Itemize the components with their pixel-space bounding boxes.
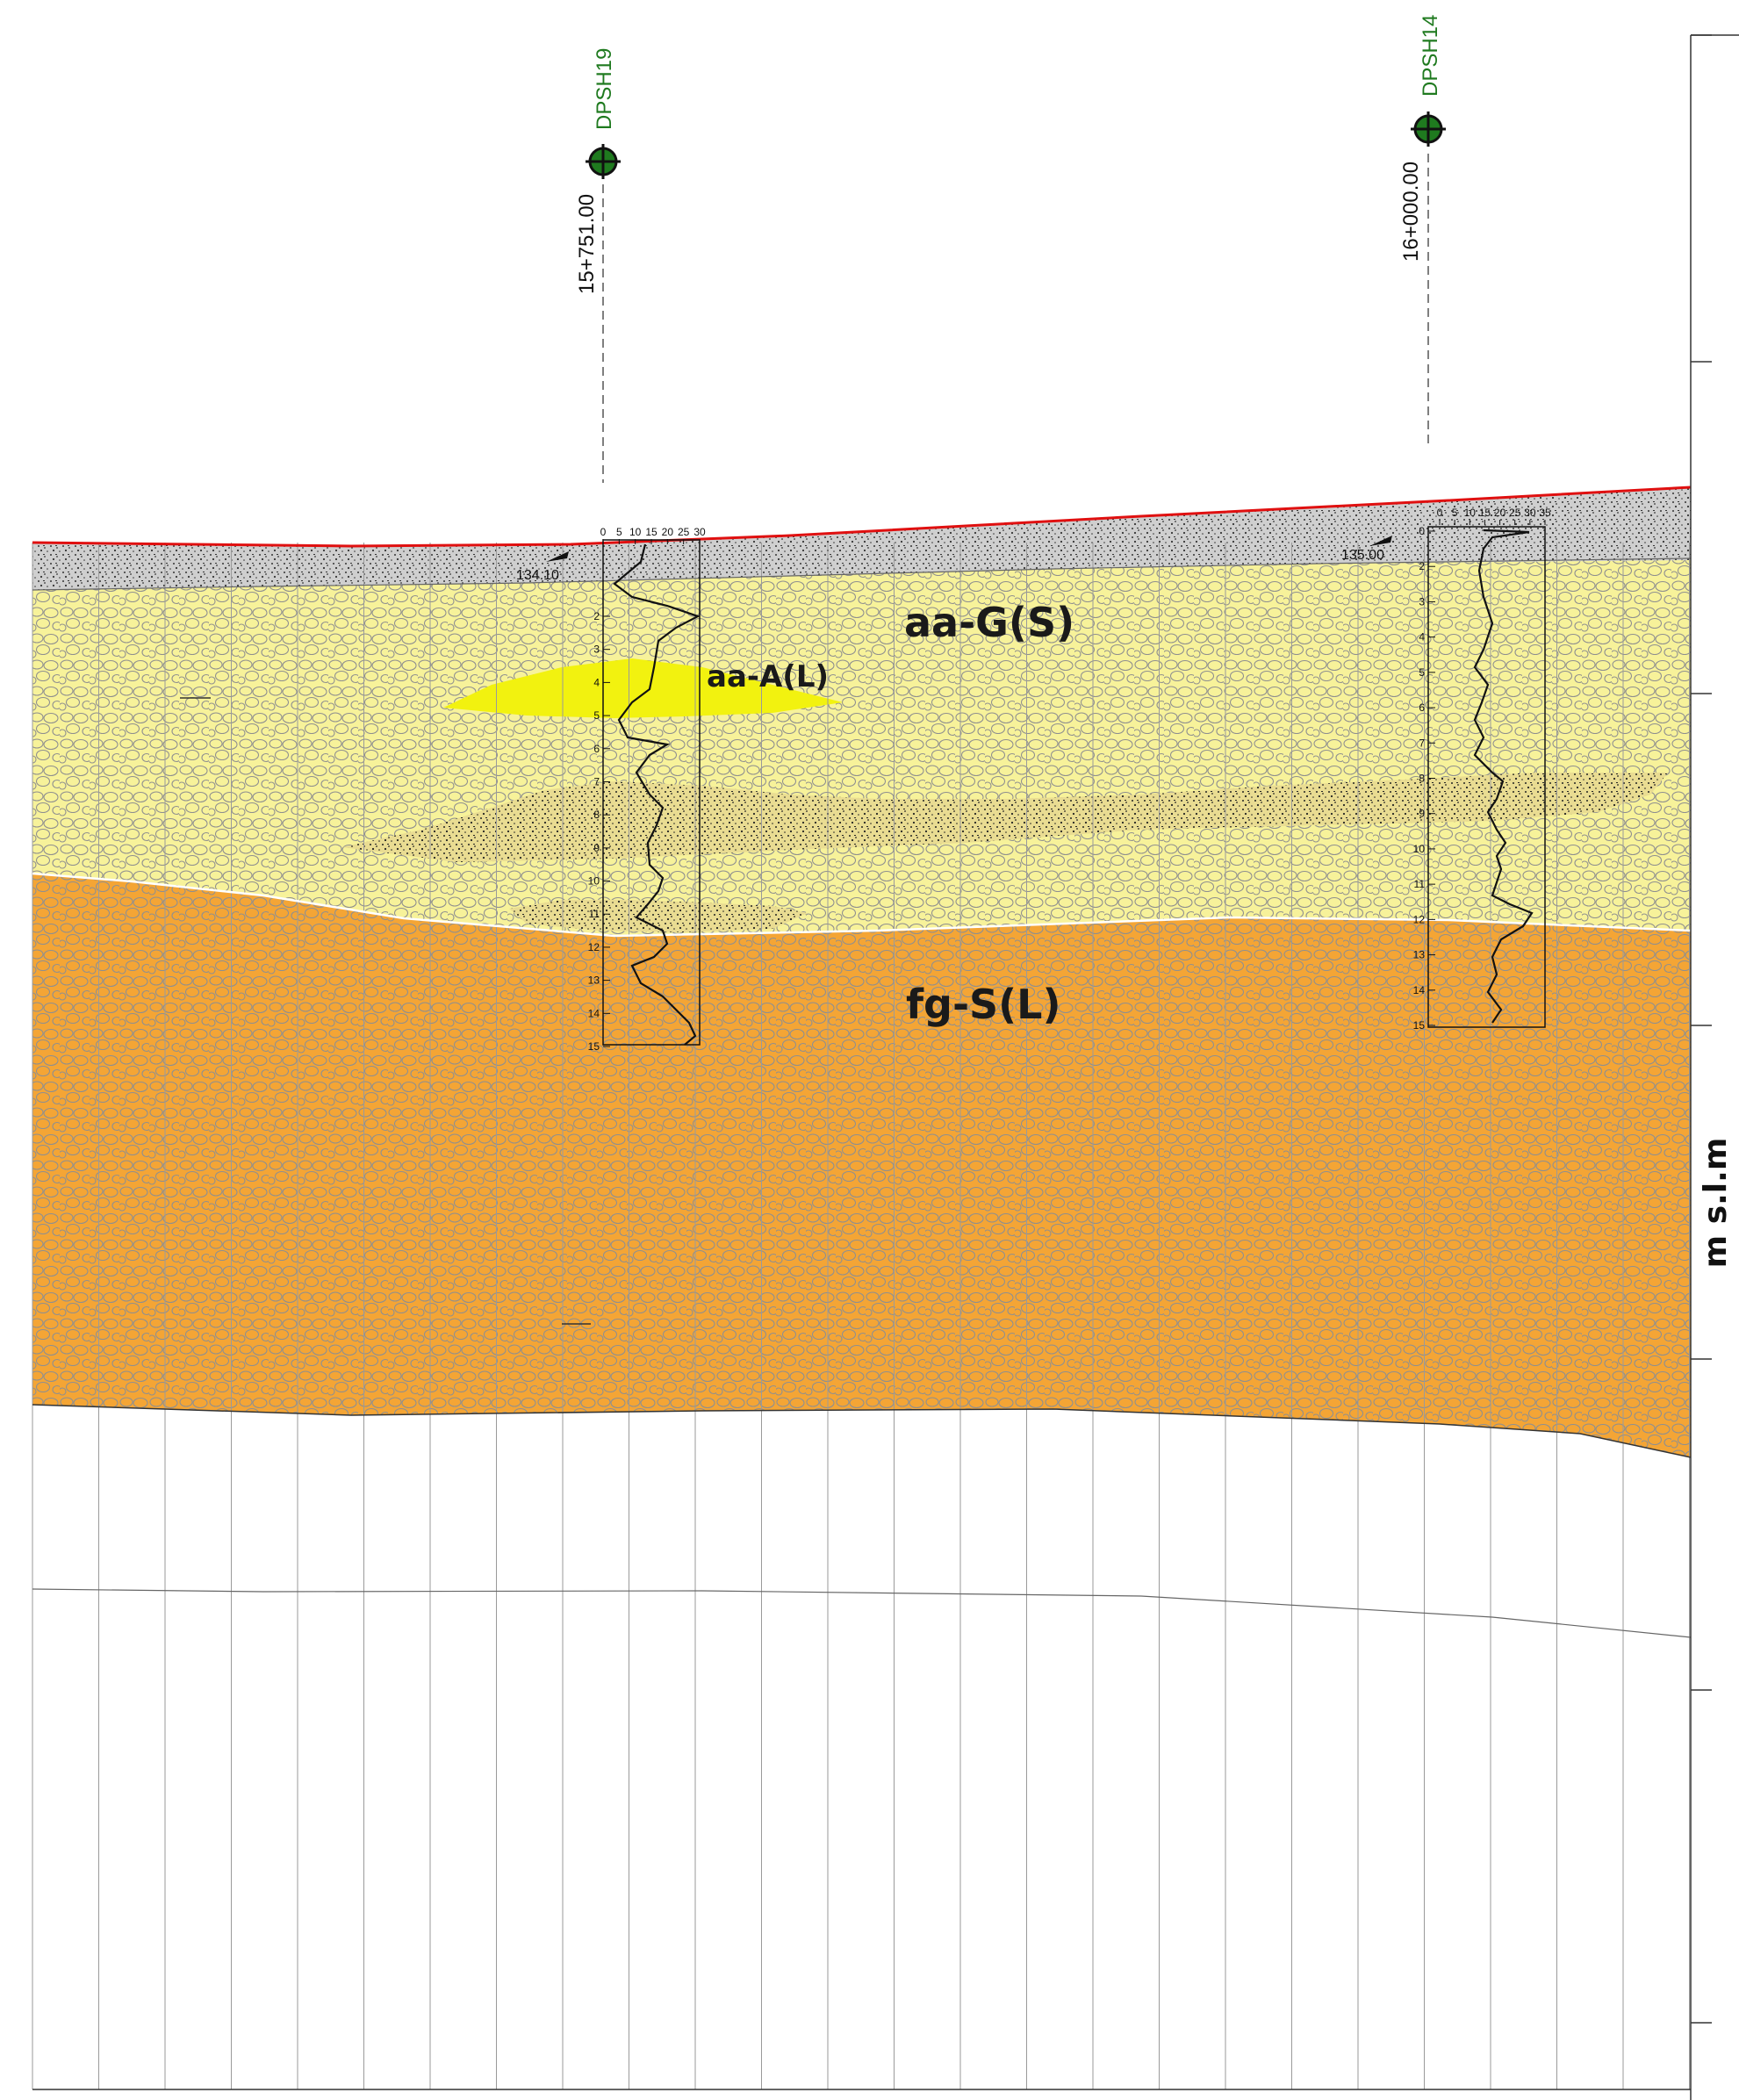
borehole-name: DPSH14 — [1419, 15, 1442, 97]
scale-tick-label: 5 — [1452, 507, 1458, 519]
depth-tick-label: 5 — [593, 709, 600, 722]
depth-tick-label: 9 — [1419, 808, 1425, 820]
scale-tick-label: 35 — [1539, 507, 1551, 519]
depth-tick-label: 6 — [1419, 701, 1425, 714]
layer-label-aa-g-s: aa-G(S) — [904, 599, 1074, 646]
depth-tick-label: 12 — [1413, 913, 1426, 925]
scale-tick-label: 20 — [662, 526, 674, 538]
depth-tick-label: 13 — [1413, 949, 1426, 961]
scale-tick-label: 30 — [693, 526, 706, 538]
borehole-name: DPSH19 — [593, 48, 616, 130]
depth-tick-label: 0 — [1419, 525, 1425, 537]
elevation-axis-title: m s.l.m — [1698, 1138, 1734, 1269]
scale-tick-label: 10 — [629, 526, 642, 538]
scale-tick-label: 25 — [678, 526, 690, 538]
scale-tick-label: 10 — [1464, 507, 1477, 519]
scale-tick-label: 5 — [616, 526, 622, 538]
depth-tick-label: 7 — [1419, 737, 1425, 749]
depth-tick-label: 4 — [593, 676, 600, 688]
depth-tick-label: 2 — [1419, 560, 1425, 572]
scale-tick-label: 15 — [1479, 507, 1491, 519]
scale-tick-label: 30 — [1524, 507, 1536, 519]
borehole-chainage: 16+000.00 — [1399, 162, 1423, 262]
depth-tick-label: 8 — [593, 809, 600, 821]
depth-tick-label: 15 — [1413, 1019, 1426, 1032]
depth-tick-label: 6 — [593, 743, 600, 755]
depth-tick-label: 5 — [1419, 666, 1425, 679]
depth-tick-label: 12 — [588, 941, 600, 953]
borehole-elevation: 135.00 — [1341, 548, 1384, 563]
depth-tick-label: 13 — [588, 974, 600, 987]
depth-tick-label: 9 — [593, 842, 600, 854]
depth-tick-label: 3 — [1419, 595, 1425, 608]
scale-tick-label: 20 — [1494, 507, 1506, 519]
depth-tick-label: 14 — [1413, 984, 1426, 996]
borehole-chainage: 15+751.00 — [575, 194, 599, 294]
depth-tick-label: 10 — [588, 875, 600, 888]
depth-tick-label: 8 — [1419, 773, 1425, 785]
lower-reference-line — [32, 1589, 1691, 1637]
scale-tick-label: 15 — [645, 526, 658, 538]
depth-tick-label: 7 — [593, 775, 600, 788]
scale-tick-label: 0 — [600, 526, 607, 538]
elevation-axis-ticks — [1691, 35, 1712, 2023]
depth-tick-label: 10 — [1413, 843, 1426, 855]
scale-tick-label: 0 — [1437, 507, 1443, 519]
depth-tick-label: 4 — [1419, 631, 1425, 644]
depth-tick-label: 14 — [588, 1007, 600, 1019]
layer-label-aa-a-l: aa-A(L) — [707, 659, 829, 694]
depth-tick-label: 15 — [588, 1040, 600, 1053]
scale-tick-label: 25 — [1509, 507, 1521, 519]
depth-tick-label: 11 — [1414, 878, 1426, 890]
depth-tick-label: 3 — [593, 644, 600, 656]
depth-tick-label: 11 — [589, 908, 600, 920]
borehole-elevation: 134.10 — [516, 568, 559, 583]
layer-label-fg-s-l: fg-S(L) — [906, 981, 1061, 1028]
depth-tick-label: 2 — [593, 610, 600, 622]
